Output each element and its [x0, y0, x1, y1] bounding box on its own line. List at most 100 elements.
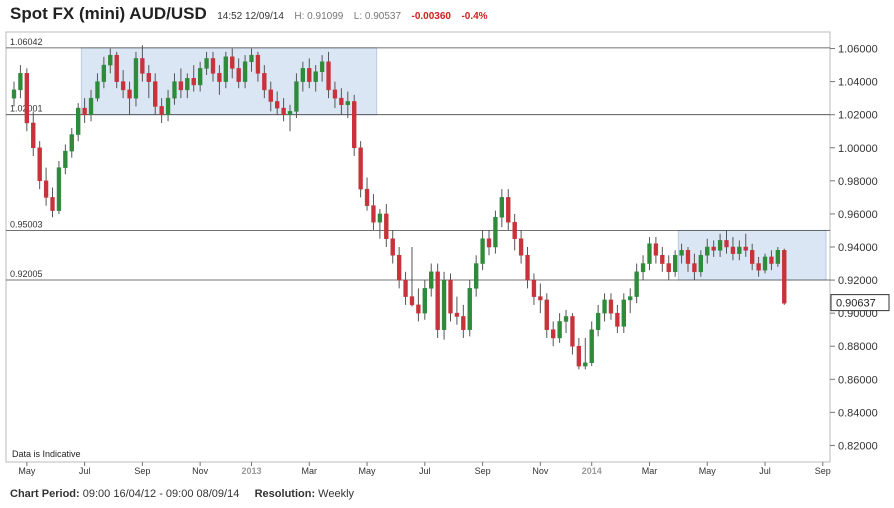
candle-body	[544, 299, 549, 330]
candle-body	[730, 246, 736, 254]
candle-body	[608, 299, 614, 314]
candle-body	[454, 312, 460, 317]
candle-body	[76, 107, 81, 135]
y-tick-label: 0.88000	[838, 341, 878, 353]
candle-body	[313, 71, 318, 82]
session-low: L: 0.90537	[353, 11, 402, 22]
candle-body	[210, 58, 216, 74]
candle-body	[371, 205, 376, 223]
candle-body	[403, 279, 408, 297]
x-tick-label: May	[18, 466, 36, 476]
candle-body	[120, 81, 126, 91]
session-high: H: 0.91099	[294, 11, 344, 22]
level-label: 0.95003	[10, 219, 43, 229]
candle-body	[281, 107, 286, 115]
candle-body	[750, 250, 755, 264]
x-tick-label: Sep	[134, 466, 150, 476]
y-tick-label: 0.90000	[838, 308, 878, 320]
level-label: 0.92005	[10, 269, 43, 279]
candle-body	[563, 316, 569, 322]
x-tick-label: Mar	[642, 466, 658, 476]
consolidation-zone-1	[80, 47, 378, 116]
x-tick-label: May	[359, 466, 377, 476]
candle-body	[685, 250, 691, 264]
candle-body	[762, 256, 768, 271]
y-tick-label: 0.82000	[838, 440, 878, 452]
candle-body	[159, 106, 164, 115]
level-label: 1.06042	[10, 37, 43, 47]
price-change-percent: -0.4%	[461, 11, 488, 22]
candle-body	[191, 78, 196, 86]
candle-body	[640, 263, 646, 273]
candlestick-chart: 1.06000 1.04000 1.02000 1.00000 0.98000 0.960…	[5, 31, 890, 476]
candle-body	[31, 122, 36, 149]
y-tick-label: 0.84000	[838, 407, 878, 419]
candle-body	[230, 56, 235, 69]
candle-body	[268, 89, 273, 102]
last-price-box	[830, 294, 890, 312]
candle-body	[165, 97, 171, 115]
data-indicative-note: Data is Indicative	[12, 449, 81, 459]
candle-body	[236, 68, 241, 82]
candle-body	[262, 73, 267, 91]
candle-body	[448, 279, 453, 314]
y-tick-label: 0.92000	[838, 275, 878, 287]
x-tick-label: Jul	[79, 466, 91, 476]
candle-body	[435, 271, 440, 330]
candle-body	[69, 134, 74, 152]
candle-body	[101, 64, 107, 82]
resolution-label: Resolution:	[254, 488, 316, 500]
candle-body	[88, 97, 94, 115]
candle-body	[653, 243, 659, 256]
x-tick-label: 2013	[241, 466, 261, 476]
x-tick-label: Sep	[815, 466, 831, 476]
candle-body	[416, 304, 421, 314]
candle-body	[576, 345, 582, 367]
candle-body	[326, 61, 331, 91]
candle-body	[518, 238, 524, 256]
x-tick-label: Jul	[419, 466, 431, 476]
candle-body	[249, 54, 254, 63]
candle-body	[95, 81, 100, 99]
price-change: -0.00360	[411, 11, 451, 22]
candle-body	[37, 147, 42, 182]
candle-body	[692, 263, 697, 273]
candle-body	[769, 256, 774, 264]
candle-body	[493, 216, 498, 248]
candle-body	[628, 296, 633, 301]
candle-body	[512, 221, 517, 239]
candle-body	[531, 279, 537, 297]
candle-body	[223, 56, 229, 82]
candle-body	[146, 73, 151, 82]
x-tick-label: Jul	[759, 466, 771, 476]
candle-body	[307, 68, 312, 82]
candle-body	[82, 107, 87, 115]
candle-body	[737, 246, 742, 254]
candle-body	[377, 213, 383, 223]
candle-body	[11, 89, 17, 99]
candle-body	[429, 271, 434, 289]
chart-title: Spot FX (mini) AUD/USD	[10, 4, 207, 23]
candle-body	[178, 81, 184, 91]
candle-body	[127, 89, 132, 99]
candle-body	[133, 58, 139, 99]
candle-body	[108, 54, 113, 66]
candle-body	[339, 97, 344, 106]
chart-footer: Chart Period: 09:00 16/04/12 - 09:00 08/…	[10, 488, 354, 500]
candle-body	[332, 89, 338, 99]
candle-body	[255, 54, 261, 74]
y-tick-label: 1.06000	[838, 44, 878, 56]
candle-body	[756, 263, 761, 271]
last-price-label: 0.90637	[836, 298, 876, 310]
y-tick-label: 0.94000	[838, 242, 878, 254]
candle-body	[114, 54, 119, 82]
candle-body	[300, 68, 306, 82]
candle-body	[204, 58, 209, 69]
candle-body	[153, 81, 158, 107]
y-tick-label: 0.96000	[838, 209, 878, 221]
candle-body	[583, 362, 588, 367]
x-tick-label: 2014	[582, 466, 602, 476]
candle-body	[666, 263, 671, 273]
chart-period-value: 09:00 16/04/12 - 09:00 08/09/14	[82, 488, 240, 500]
candle-body	[570, 316, 575, 347]
